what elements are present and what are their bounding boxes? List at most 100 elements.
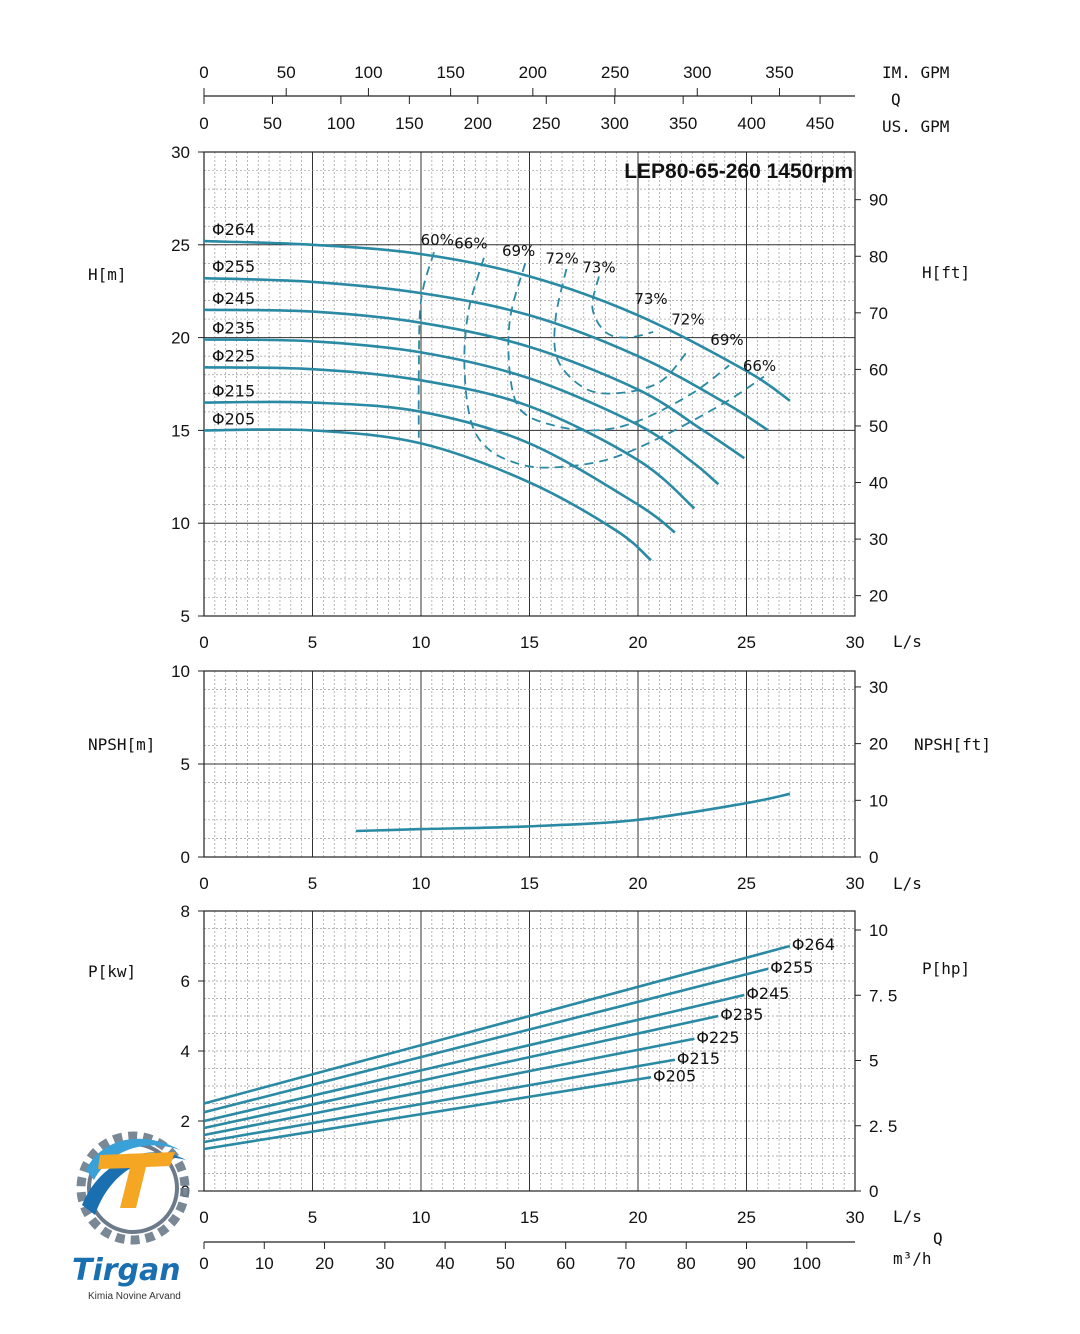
us-gpm-tick-label: 50	[263, 114, 282, 133]
head-ylabel-right: H[ft]	[922, 263, 970, 282]
m3h-tick-label: 60	[556, 1254, 575, 1273]
npsh-ytick-label: 0	[181, 848, 190, 867]
npsh-ytick-right-label: 10	[869, 791, 888, 810]
power-curve-Φ264	[203, 944, 791, 1105]
m3h-tick-label: 30	[375, 1254, 394, 1273]
m3h-tick-label: 20	[315, 1254, 334, 1273]
power-ylabel-right: P[hp]	[922, 959, 970, 978]
efficiency-curve-60%	[417, 251, 435, 438]
letter-t-icon	[98, 1152, 175, 1208]
npsh-xtick-label: 20	[629, 874, 648, 893]
us-gpm-tick-label: 150	[395, 114, 423, 133]
npsh-xtick-label: 0	[199, 874, 208, 893]
head-ytick-label: 30	[171, 143, 190, 162]
npsh-xlabel: L/s	[893, 874, 922, 893]
power-xtick-label: 10	[412, 1208, 431, 1227]
power-xtick-label: 25	[737, 1208, 756, 1227]
chart-title: LEP80-65-260 1450rpm	[624, 160, 853, 183]
head-curve-label: Φ235	[212, 318, 255, 337]
efficiency-label: 66%	[454, 235, 487, 253]
npsh-ytick-right-label: 30	[869, 678, 888, 697]
head-ytick-right-label: 60	[869, 360, 888, 379]
swoosh-accent-icon	[86, 1138, 180, 1180]
head-curve-Φ205	[203, 428, 652, 562]
m3h-tick-label: 90	[737, 1254, 756, 1273]
efficiency-label: 73%	[582, 259, 615, 277]
efficiency-label: 72%	[545, 249, 578, 267]
head-ytick-label: 20	[171, 329, 190, 348]
im-gpm-tick-label: 300	[683, 63, 711, 82]
power-xlabel: L/s	[893, 1207, 922, 1226]
head-curve-label: Φ245	[212, 289, 255, 308]
head-ytick-right-label: 30	[869, 530, 888, 549]
im-gpm-tick-label: 250	[601, 63, 629, 82]
head-xtick-label: 20	[629, 633, 648, 652]
power-curve-Φ255	[203, 967, 769, 1114]
npsh-curve	[355, 792, 791, 833]
power-ytick-right-label: 5	[869, 1052, 878, 1071]
head-curve-Φ225	[203, 366, 696, 510]
npsh-ytick-label: 10	[171, 662, 190, 681]
im-gpm-tick-label: 150	[436, 63, 464, 82]
head-xtick-label: 5	[308, 633, 317, 652]
m3h-tick-label: 80	[677, 1254, 696, 1273]
head-curve-label: Φ225	[212, 346, 255, 365]
m3h-label: m³/h	[893, 1249, 932, 1268]
us-gpm-tick-label: 300	[601, 114, 629, 133]
m3h-tick-label: 10	[255, 1254, 274, 1273]
power-curve-label: Φ245	[746, 984, 789, 1003]
power-ytick-right-label: 7. 5	[869, 986, 897, 1005]
power-curve-Φ225	[203, 1037, 695, 1137]
brand-subtitle: Kimia Novine Arvand	[88, 1291, 181, 1302]
head-ytick-right-label: 20	[869, 587, 888, 606]
power-ytick-right-label: 2. 5	[869, 1117, 897, 1136]
head-ylabel-left: H[m]	[88, 265, 127, 284]
head-xtick-label: 0	[199, 633, 208, 652]
head-ytick-right-label: 70	[869, 304, 888, 323]
efficiency-label: 69%	[502, 242, 535, 260]
power-ytick-right-label: 10	[869, 921, 888, 940]
m3h-tick-label: 50	[496, 1254, 515, 1273]
efficiency-label: 72%	[671, 311, 704, 329]
im-gpm-label: IM. GPM	[882, 63, 949, 82]
npsh-xtick-label: 30	[846, 874, 865, 893]
head-xtick-label: 15	[520, 633, 539, 652]
npsh-xtick-label: 15	[520, 874, 539, 893]
head-curve-Φ235	[203, 338, 720, 486]
power-curve-Φ245	[203, 993, 745, 1123]
power-xtick-label: 20	[629, 1208, 648, 1227]
power-xtick-label: 30	[846, 1208, 865, 1227]
head-curve-Φ255	[203, 276, 769, 432]
m3h-tick-label: 40	[436, 1254, 455, 1273]
head-curve-Φ245	[203, 308, 746, 460]
power-xtick-label: 5	[308, 1208, 317, 1227]
head-xlabel: L/s	[893, 632, 922, 651]
head-frame	[203, 151, 856, 617]
head-ytick-label: 5	[181, 607, 190, 626]
power-curve-label: Φ215	[677, 1049, 720, 1068]
us-gpm-tick-label: 400	[737, 114, 765, 133]
us-gpm-tick-label: 350	[669, 114, 697, 133]
efficiency-label: 60%	[421, 231, 454, 249]
power-ytick-label: 4	[181, 1042, 190, 1061]
npsh-ylabel-right: NPSH[ft]	[914, 735, 991, 754]
us-gpm-label: US. GPM	[882, 117, 949, 136]
power-curve-label: Φ264	[792, 935, 835, 954]
power-xtick-label: 15	[520, 1208, 539, 1227]
brand-name: Tirgan	[72, 1253, 181, 1288]
npsh-xtick-label: 5	[308, 874, 317, 893]
head-ytick-label: 10	[171, 514, 190, 533]
head-ytick-label: 25	[171, 236, 190, 255]
head-ytick-right-label: 50	[869, 417, 888, 436]
im-gpm-tick-label: 350	[765, 63, 793, 82]
head-ytick-right-label: 90	[869, 191, 888, 210]
curves-layer	[203, 239, 791, 1151]
power-xtick-label: 0	[199, 1208, 208, 1227]
npsh-ylabel-left: NPSH[m]	[88, 735, 155, 754]
head-ytick-right-label: 80	[869, 247, 888, 266]
efficiency-curve-66%	[463, 257, 765, 469]
im-gpm-tick-label: 50	[277, 63, 296, 82]
us-gpm-tick-label: 250	[532, 114, 560, 133]
head-ytick-label: 15	[171, 421, 190, 440]
npsh-xtick-label: 10	[412, 874, 431, 893]
